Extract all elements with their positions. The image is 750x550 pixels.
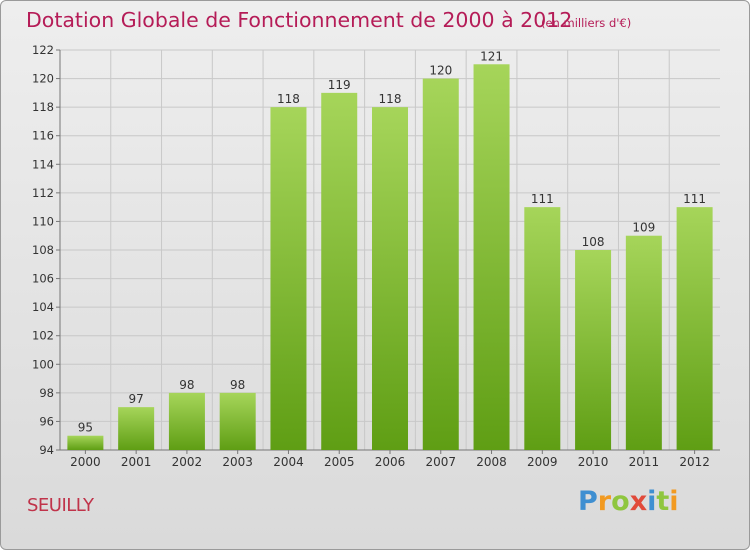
data-label-2009: 111 [531,192,554,206]
x-tick-label: 2006 [375,455,406,469]
y-tick-label: 120 [32,72,54,86]
chart-unit-note: (en milliers d'€) [541,16,632,30]
x-axis-ticks: 2000 2001 2002 2003 2004 2005 2006 2007 2008 2009… [70,455,710,469]
y-tick-label: 118 [32,100,54,114]
data-label-2000: 95 [78,421,93,435]
y-tick-label: 114 [32,157,54,171]
y-tick-label: 108 [32,243,54,257]
data-label-2004: 118 [277,92,300,106]
bar-2007 [422,78,459,451]
x-tick-label: 2010 [578,455,609,469]
bar-2000 [67,435,104,450]
x-tick-label: 2004 [273,455,304,469]
logo-letter: o [611,486,630,517]
x-tick-label: 2007 [425,455,456,469]
bar-2008 [473,64,510,451]
data-label-2003: 98 [230,378,245,392]
y-tick-label: 110 [32,214,54,228]
logo-letter: r [597,486,612,517]
data-labels: 95 97 98 98 118 119 118 120 121 111 108 109 111 [78,49,706,434]
x-tick-label: 2012 [679,455,710,469]
x-tick-label: 2002 [172,455,203,469]
bar-2006 [372,107,408,451]
logo-letter: x [629,486,648,517]
data-label-2002: 98 [179,378,194,392]
y-axis-ticks: 94 96 98 100 102 104 106 108 110 112 114 116 118 120 1… [32,43,54,457]
x-tick-label: 2011 [629,455,660,469]
logo-letter: i [669,486,679,517]
y-tick-label: 112 [32,186,54,200]
y-tick-label: 98 [39,386,54,400]
y-tick-label: 96 [39,414,54,428]
data-label-2008: 121 [480,49,503,63]
y-tick-label: 100 [32,357,54,371]
bar-2004 [270,107,307,451]
x-tick-label: 2009 [527,455,558,469]
proxiti-logo[interactable]: Proxiti [578,486,679,522]
data-label-2012: 111 [683,192,706,206]
bar-2012 [676,207,713,450]
data-label-2005: 119 [328,78,351,92]
x-tick-label: 2000 [70,455,101,469]
data-label-2011: 109 [632,221,655,235]
place-name: SEUILLY [27,495,94,516]
logo-letter: P [578,486,598,517]
logo-letter: t [656,486,670,517]
y-tick-label: 94 [39,443,54,457]
bar-2003 [219,392,256,450]
x-tick-label: 2003 [222,455,253,469]
y-tick-label: 104 [32,300,54,314]
bar-2001 [118,407,155,450]
x-tick-label: 2005 [324,455,355,469]
bars [67,64,713,451]
data-label-2007: 120 [429,64,452,78]
x-tick-label: 2008 [476,455,507,469]
y-tick-label: 106 [32,272,54,286]
logo-letter: i [647,486,657,517]
y-tick-label: 102 [32,329,54,343]
x-tick-label: 2001 [121,455,152,469]
data-label-2006: 118 [379,92,402,106]
bar-2010 [575,250,612,450]
chart-title: Dotation Globale de Fonctionnement de 20… [26,8,573,32]
bar-2005 [321,92,358,450]
data-label-2001: 97 [129,392,144,406]
data-label-2010: 108 [582,235,605,249]
bar-2002 [168,392,205,450]
y-tick-label: 122 [32,43,54,57]
bar-2011 [625,235,662,450]
y-tick-label: 116 [32,129,54,143]
bar-2009 [524,207,561,450]
